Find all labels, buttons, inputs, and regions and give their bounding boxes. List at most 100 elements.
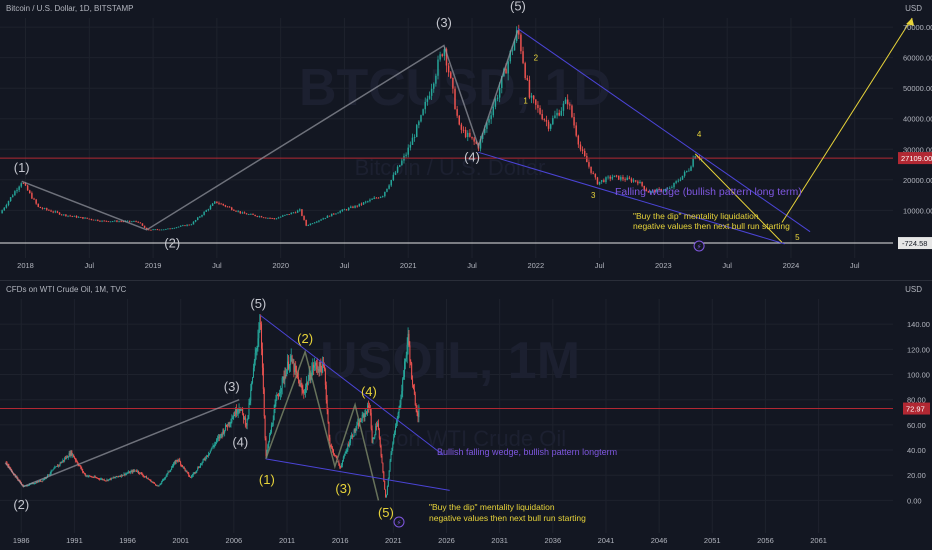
btc-candle-body (63, 214, 65, 216)
btc-candle-body (413, 137, 416, 138)
oil-candle-body (51, 470, 53, 472)
oil-candle-body (140, 472, 142, 474)
oil-candle-body (59, 462, 61, 465)
oil-candle-body (309, 372, 311, 380)
btc-candle-body (564, 99, 567, 104)
oil-candle-body (118, 476, 120, 477)
btc-candle-body (545, 120, 548, 122)
oil-candle-body (364, 412, 366, 418)
btc-candle-body (651, 190, 654, 192)
oil-candle-body (305, 387, 307, 393)
btc-candle-body (309, 223, 312, 226)
btc-candle-body (628, 177, 631, 179)
btc-candle-body (209, 205, 212, 210)
oil-candle-body (350, 438, 352, 443)
btc-candle-body (131, 221, 133, 223)
btc-candle-body (256, 216, 259, 217)
oil-candle-body (297, 377, 299, 380)
oil-candle-body (407, 333, 409, 345)
oil-y-tick-label: 20.00 (907, 471, 926, 480)
oil-y-tick-label: 40.00 (907, 446, 926, 455)
btc-x-tick-label: 2020 (272, 261, 289, 270)
btc-chart-svg[interactable]: BTCUSD, 1D Bitcoin / U.S. Dollar (1)(2)(… (0, 0, 932, 280)
btc-candle-body (258, 216, 261, 218)
btc-candle-body (194, 220, 197, 222)
oil-x-tick-label: 2011 (279, 536, 295, 545)
btc-candle-body (358, 203, 361, 207)
btc-candle-body (24, 183, 27, 186)
oil-candle-body (394, 432, 396, 438)
oil-candle-body (172, 463, 174, 467)
oil-candle-body (252, 367, 254, 378)
btc-wave-line (21, 29, 519, 231)
btc-candle-body (660, 189, 662, 192)
btc-candle-body (71, 215, 74, 217)
btc-candle-body (420, 115, 422, 122)
oil-candle-body (293, 362, 295, 373)
btc-arrow-head (906, 18, 915, 26)
oil-candle-body (324, 369, 326, 386)
panel-separator[interactable] (0, 280, 932, 281)
btc-candle-body (286, 214, 288, 215)
btc-candle-body (694, 156, 697, 159)
btc-chart-panel[interactable]: BTCUSD, 1D Bitcoin / U.S. Dollar (1) (2)(… (0, 0, 932, 280)
btc-candle-body (411, 137, 414, 145)
btc-candle-body (641, 181, 643, 186)
oil-candle-body (211, 446, 213, 450)
oil-candle-body (381, 455, 383, 463)
btc-candle-body (233, 209, 235, 211)
btc-candle-body (203, 211, 205, 215)
oil-candle-body (97, 478, 99, 479)
oil-candle-body (388, 470, 390, 479)
oil-candle-body (217, 436, 219, 439)
oil-candle-body (222, 430, 224, 436)
oil-candle-body (310, 377, 312, 380)
btc-x-tick-label: Jul (722, 261, 732, 270)
oil-candle-body (406, 344, 408, 356)
oil-candle-body (105, 480, 107, 482)
btc-candle-body (260, 216, 263, 218)
btc-candle-body (686, 170, 688, 172)
oil-candle-body (185, 470, 187, 472)
oil-x-tick-label: 2006 (226, 536, 243, 545)
oil-candle-body (69, 453, 71, 456)
oil-candle-body (27, 485, 29, 487)
oil-y-tick-label: 80.00 (907, 396, 926, 405)
btc-candle-body (296, 210, 299, 213)
oil-candle-body (241, 409, 243, 410)
oil-candle-body (300, 383, 302, 387)
oil-candle-body (121, 474, 123, 476)
btc-annotation-negative: negative values then next bull run start… (633, 221, 790, 231)
btc-candle-body (169, 228, 171, 230)
btc-candle-body (654, 190, 656, 193)
oil-candle-body (263, 388, 265, 417)
oil-chart-svg[interactable]: USOIL, 1M CFDs on WTI Crude Oil (1)(2)(3… (0, 281, 932, 550)
btc-candle-body (598, 181, 601, 185)
oil-candle-body (268, 442, 270, 446)
oil-candle-body (266, 450, 268, 457)
oil-candle-body (136, 470, 138, 472)
lightning-icon-glyph: ⚡ (697, 243, 702, 251)
oil-candle-body (317, 368, 319, 370)
btc-candle-body (486, 122, 488, 129)
oil-candle-body (362, 414, 364, 416)
btc-candle-body (288, 214, 290, 215)
btc-candle-body (475, 141, 478, 144)
btc-candle-body (352, 206, 354, 208)
oil-chart-panel[interactable]: USOIL, 1M CFDs on WTI Crude Oil (1)(2)(3… (0, 281, 932, 550)
btc-candle-body (318, 220, 320, 222)
btc-candle-body (207, 209, 210, 211)
oil-candle-body (284, 374, 286, 381)
oil-candle-body (83, 471, 85, 473)
btc-candle-body (441, 54, 443, 56)
oil-candle-body (225, 424, 227, 431)
oil-candle-body (41, 480, 43, 482)
oil-candle-body (327, 410, 329, 423)
oil-candle-body (180, 461, 182, 465)
oil-candle-body (332, 447, 334, 450)
oil-candle-body (291, 355, 293, 363)
oil-candle-body (367, 405, 369, 414)
oil-x-tick-label: 1986 (13, 536, 30, 545)
btc-candle-body (398, 165, 401, 167)
btc-candle-body (396, 166, 399, 173)
